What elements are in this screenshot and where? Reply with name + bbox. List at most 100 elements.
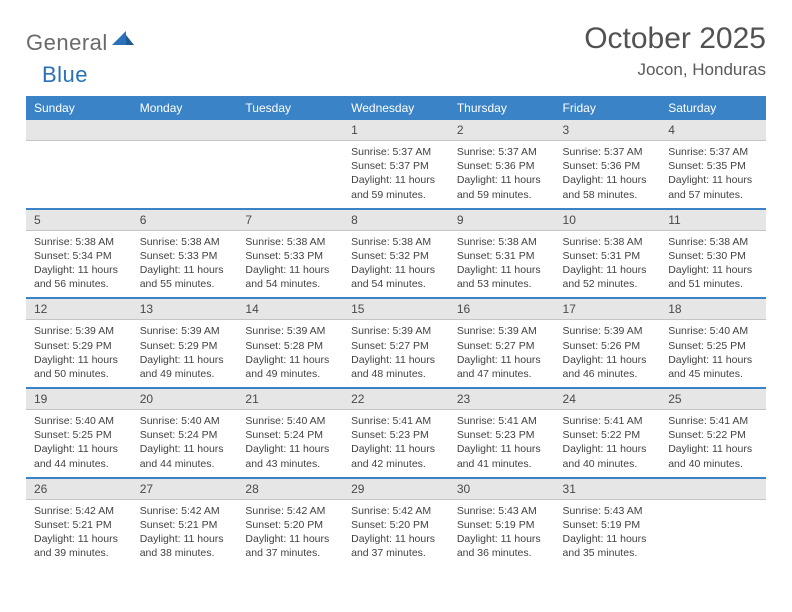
daylight-text: Daylight: 11 hours and 56 minutes.: [34, 263, 124, 291]
day-details: Sunrise: 5:38 AMSunset: 5:34 PMDaylight:…: [26, 231, 132, 298]
sunrise-text: Sunrise: 5:38 AM: [351, 235, 441, 249]
calendar-cell: 30Sunrise: 5:43 AMSunset: 5:19 PMDayligh…: [449, 478, 555, 567]
sunrise-text: Sunrise: 5:41 AM: [457, 414, 547, 428]
day-number: [26, 120, 132, 141]
daylight-text: Daylight: 11 hours and 43 minutes.: [245, 442, 335, 470]
sunrise-text: Sunrise: 5:41 AM: [563, 414, 653, 428]
weekday-header: Sunday: [26, 96, 132, 120]
weekday-header: Monday: [132, 96, 238, 120]
day-details: Sunrise: 5:42 AMSunset: 5:20 PMDaylight:…: [237, 500, 343, 567]
sunrise-text: Sunrise: 5:42 AM: [351, 504, 441, 518]
daylight-text: Daylight: 11 hours and 36 minutes.: [457, 532, 547, 560]
day-number: 16: [449, 299, 555, 320]
daylight-text: Daylight: 11 hours and 39 minutes.: [34, 532, 124, 560]
weekday-header: Wednesday: [343, 96, 449, 120]
day-details: Sunrise: 5:39 AMSunset: 5:27 PMDaylight:…: [343, 320, 449, 387]
calendar-cell: 7Sunrise: 5:38 AMSunset: 5:33 PMDaylight…: [237, 209, 343, 299]
day-number: 18: [660, 299, 766, 320]
day-details: Sunrise: 5:38 AMSunset: 5:31 PMDaylight:…: [449, 231, 555, 298]
day-details: Sunrise: 5:41 AMSunset: 5:22 PMDaylight:…: [660, 410, 766, 477]
day-details: Sunrise: 5:40 AMSunset: 5:25 PMDaylight:…: [660, 320, 766, 387]
calendar-cell: [237, 120, 343, 209]
sunrise-text: Sunrise: 5:41 AM: [668, 414, 758, 428]
day-details: Sunrise: 5:38 AMSunset: 5:33 PMDaylight:…: [237, 231, 343, 298]
sunrise-text: Sunrise: 5:37 AM: [457, 145, 547, 159]
calendar-cell: 6Sunrise: 5:38 AMSunset: 5:33 PMDaylight…: [132, 209, 238, 299]
day-number: 22: [343, 389, 449, 410]
day-number: 3: [555, 120, 661, 141]
day-number: [132, 120, 238, 141]
sunset-text: Sunset: 5:23 PM: [351, 428, 441, 442]
day-details: Sunrise: 5:43 AMSunset: 5:19 PMDaylight:…: [555, 500, 661, 567]
calendar-week-row: 1Sunrise: 5:37 AMSunset: 5:37 PMDaylight…: [26, 120, 766, 209]
day-details: Sunrise: 5:37 AMSunset: 5:35 PMDaylight:…: [660, 141, 766, 208]
day-details: Sunrise: 5:38 AMSunset: 5:31 PMDaylight:…: [555, 231, 661, 298]
daylight-text: Daylight: 11 hours and 51 minutes.: [668, 263, 758, 291]
day-details: Sunrise: 5:41 AMSunset: 5:23 PMDaylight:…: [449, 410, 555, 477]
sunset-text: Sunset: 5:30 PM: [668, 249, 758, 263]
day-details: Sunrise: 5:37 AMSunset: 5:36 PMDaylight:…: [449, 141, 555, 208]
calendar-cell: 10Sunrise: 5:38 AMSunset: 5:31 PMDayligh…: [555, 209, 661, 299]
calendar-cell: 8Sunrise: 5:38 AMSunset: 5:32 PMDaylight…: [343, 209, 449, 299]
weekday-header: Tuesday: [237, 96, 343, 120]
weekday-header: Thursday: [449, 96, 555, 120]
daylight-text: Daylight: 11 hours and 38 minutes.: [140, 532, 230, 560]
day-number: 6: [132, 210, 238, 231]
calendar-cell: 13Sunrise: 5:39 AMSunset: 5:29 PMDayligh…: [132, 298, 238, 388]
day-number: 20: [132, 389, 238, 410]
day-details: Sunrise: 5:42 AMSunset: 5:21 PMDaylight:…: [132, 500, 238, 567]
day-number: 2: [449, 120, 555, 141]
sunset-text: Sunset: 5:25 PM: [34, 428, 124, 442]
sunset-text: Sunset: 5:19 PM: [563, 518, 653, 532]
sunset-text: Sunset: 5:37 PM: [351, 159, 441, 173]
day-number: 12: [26, 299, 132, 320]
daylight-text: Daylight: 11 hours and 37 minutes.: [245, 532, 335, 560]
day-details: Sunrise: 5:42 AMSunset: 5:21 PMDaylight:…: [26, 500, 132, 567]
sunrise-text: Sunrise: 5:38 AM: [34, 235, 124, 249]
sunrise-text: Sunrise: 5:38 AM: [245, 235, 335, 249]
day-number: 11: [660, 210, 766, 231]
calendar-cell: 12Sunrise: 5:39 AMSunset: 5:29 PMDayligh…: [26, 298, 132, 388]
day-details: Sunrise: 5:41 AMSunset: 5:22 PMDaylight:…: [555, 410, 661, 477]
day-number: 14: [237, 299, 343, 320]
sunset-text: Sunset: 5:32 PM: [351, 249, 441, 263]
calendar-cell: 29Sunrise: 5:42 AMSunset: 5:20 PMDayligh…: [343, 478, 449, 567]
sunrise-text: Sunrise: 5:38 AM: [457, 235, 547, 249]
calendar-cell: 25Sunrise: 5:41 AMSunset: 5:22 PMDayligh…: [660, 388, 766, 478]
daylight-text: Daylight: 11 hours and 49 minutes.: [140, 353, 230, 381]
calendar-cell: 26Sunrise: 5:42 AMSunset: 5:21 PMDayligh…: [26, 478, 132, 567]
calendar-cell: [132, 120, 238, 209]
sunset-text: Sunset: 5:31 PM: [563, 249, 653, 263]
daylight-text: Daylight: 11 hours and 46 minutes.: [563, 353, 653, 381]
calendar-cell: 16Sunrise: 5:39 AMSunset: 5:27 PMDayligh…: [449, 298, 555, 388]
sunrise-text: Sunrise: 5:43 AM: [457, 504, 547, 518]
calendar-cell: 5Sunrise: 5:38 AMSunset: 5:34 PMDaylight…: [26, 209, 132, 299]
daylight-text: Daylight: 11 hours and 45 minutes.: [668, 353, 758, 381]
sunrise-text: Sunrise: 5:38 AM: [668, 235, 758, 249]
day-number: 31: [555, 479, 661, 500]
day-details: Sunrise: 5:39 AMSunset: 5:27 PMDaylight:…: [449, 320, 555, 387]
calendar-cell: 2Sunrise: 5:37 AMSunset: 5:36 PMDaylight…: [449, 120, 555, 209]
calendar-cell: 3Sunrise: 5:37 AMSunset: 5:36 PMDaylight…: [555, 120, 661, 209]
sunrise-text: Sunrise: 5:39 AM: [457, 324, 547, 338]
weekday-header: Saturday: [660, 96, 766, 120]
day-details: Sunrise: 5:39 AMSunset: 5:29 PMDaylight:…: [26, 320, 132, 387]
day-number: 9: [449, 210, 555, 231]
calendar-cell: 19Sunrise: 5:40 AMSunset: 5:25 PMDayligh…: [26, 388, 132, 478]
sunset-text: Sunset: 5:26 PM: [563, 339, 653, 353]
daylight-text: Daylight: 11 hours and 37 minutes.: [351, 532, 441, 560]
day-number: 15: [343, 299, 449, 320]
calendar-table: Sunday Monday Tuesday Wednesday Thursday…: [26, 96, 766, 566]
sunset-text: Sunset: 5:19 PM: [457, 518, 547, 532]
day-number: [237, 120, 343, 141]
day-number: 28: [237, 479, 343, 500]
sunrise-text: Sunrise: 5:39 AM: [34, 324, 124, 338]
day-number: 25: [660, 389, 766, 410]
sunset-text: Sunset: 5:33 PM: [140, 249, 230, 263]
daylight-text: Daylight: 11 hours and 54 minutes.: [245, 263, 335, 291]
logo-text-blue: Blue: [42, 62, 88, 87]
weekday-header: Friday: [555, 96, 661, 120]
day-details: Sunrise: 5:40 AMSunset: 5:24 PMDaylight:…: [132, 410, 238, 477]
day-number: 10: [555, 210, 661, 231]
calendar-cell: 14Sunrise: 5:39 AMSunset: 5:28 PMDayligh…: [237, 298, 343, 388]
